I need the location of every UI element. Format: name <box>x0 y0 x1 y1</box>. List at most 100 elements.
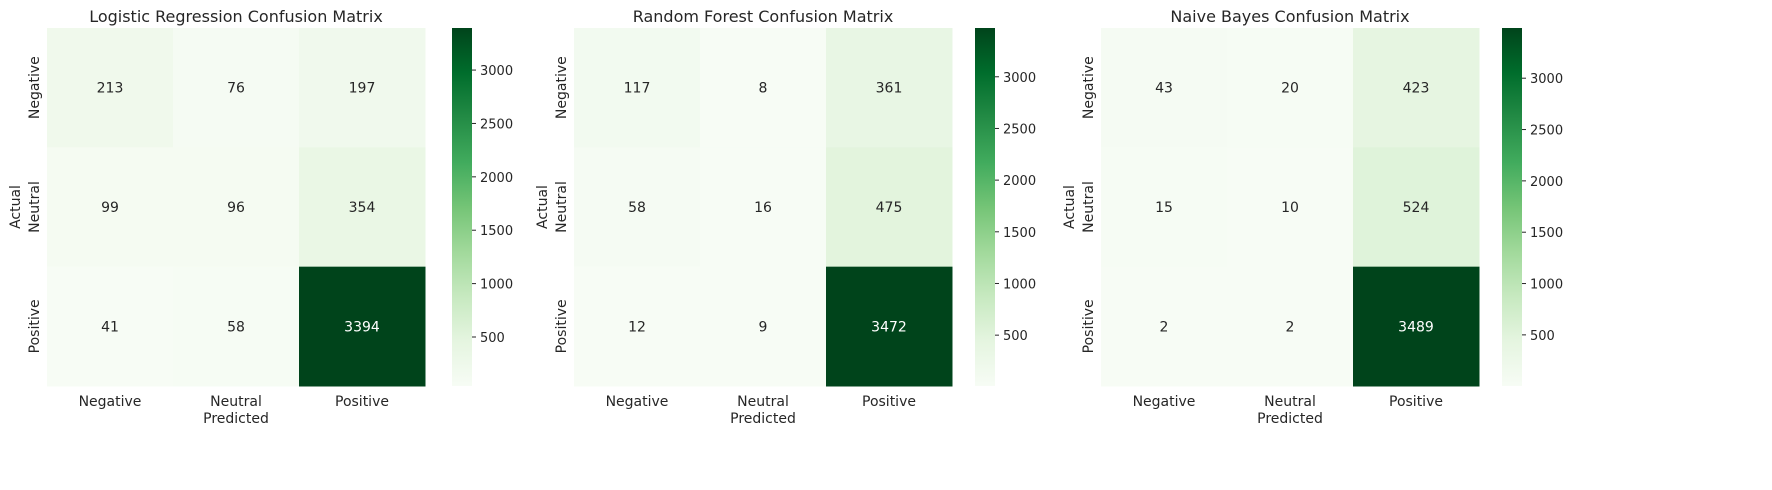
colorbar-tick-label: 3000 <box>1530 72 1563 87</box>
heatmap-cell <box>574 147 701 268</box>
colorbar-tick-label: 500 <box>1003 329 1028 344</box>
cell-value-label: 354 <box>349 200 376 216</box>
x-axis-label: Predicted <box>1257 411 1323 427</box>
colorbar-tick-label: 1000 <box>1003 277 1036 292</box>
cell-value-label: 524 <box>1403 200 1430 216</box>
y-tick-label: Positive <box>554 299 570 353</box>
heatmap-cell <box>826 266 953 387</box>
heatmap-cell <box>47 28 174 148</box>
heatmap-cell <box>1353 28 1480 148</box>
heatmap-cell <box>173 266 300 387</box>
heatmap-cell <box>1101 147 1228 268</box>
cell-value-label: 41 <box>101 319 119 335</box>
cell-value-label: 9 <box>759 319 768 335</box>
chart-title: Random Forest Confusion Matrix <box>633 7 894 26</box>
cell-value-label: 3489 <box>1398 319 1434 335</box>
y-tick-label: Neutral <box>554 181 570 233</box>
colorbar <box>975 28 995 386</box>
cell-value-label: 3472 <box>871 319 907 335</box>
x-tick-label: Neutral <box>737 394 789 410</box>
y-tick-label: Negative <box>554 56 570 119</box>
y-tick-label: Negative <box>1081 56 1097 119</box>
cell-value-label: 58 <box>227 319 245 335</box>
chart-title: Logistic Regression Confusion Matrix <box>89 7 383 26</box>
heatmap-cell <box>826 147 953 268</box>
cell-value-label: 3394 <box>344 319 380 335</box>
x-tick-label: Neutral <box>1264 394 1316 410</box>
cell-value-label: 99 <box>101 200 119 216</box>
chart-title: Naive Bayes Confusion Matrix <box>1170 7 1409 26</box>
cell-value-label: 475 <box>876 200 903 216</box>
heatmap-cell <box>173 28 300 148</box>
colorbar-tick-label: 2000 <box>1530 175 1563 190</box>
y-tick-label: Neutral <box>1081 181 1097 233</box>
cell-value-label: 15 <box>1155 200 1173 216</box>
colorbar-tick-label: 3000 <box>1003 71 1036 86</box>
y-axis-label: Actual <box>1062 185 1078 229</box>
heatmap-cell <box>1353 266 1480 387</box>
x-axis-label: Predicted <box>203 411 269 427</box>
cell-value-label: 10 <box>1281 200 1299 216</box>
x-tick-label: Neutral <box>210 394 262 410</box>
x-tick-label: Positive <box>335 394 389 410</box>
cell-value-label: 117 <box>624 81 651 97</box>
heatmap-panel-3: 43 20 423 15 10 524 2 2 3489 Naive Bayes Confusio… <box>1062 7 1563 427</box>
colorbar <box>1502 28 1522 386</box>
heatmap-panel-2: 117 8 361 58 16 475 12 9 3472 Random Forest Confu… <box>535 7 1036 427</box>
colorbar-tick-label: 1000 <box>1530 278 1563 293</box>
heatmap-cell <box>574 28 701 148</box>
cell-value-label: 58 <box>628 200 646 216</box>
cell-value-label: 43 <box>1155 81 1173 97</box>
heatmap-cell <box>299 266 426 387</box>
cell-value-label: 12 <box>628 319 646 335</box>
cell-value-label: 96 <box>227 200 245 216</box>
heatmap-cell <box>1101 266 1228 387</box>
heatmap-cell <box>173 147 300 268</box>
colorbar-tick-label: 2500 <box>480 117 513 132</box>
heatmap-cell <box>700 28 827 148</box>
colorbar-tick-label: 1500 <box>1530 226 1563 241</box>
x-tick-label: Negative <box>1133 394 1196 410</box>
cell-value-label: 8 <box>759 81 768 97</box>
heatmap-cell <box>826 28 953 148</box>
heatmap-cell <box>47 147 174 268</box>
cell-value-label: 16 <box>754 200 772 216</box>
x-tick-label: Positive <box>1389 394 1443 410</box>
colorbar-tick-label: 2500 <box>1003 122 1036 137</box>
colorbar-tick-label: 1500 <box>480 224 513 239</box>
y-axis-label: Actual <box>535 185 551 229</box>
colorbar-tick-label: 2000 <box>1003 174 1036 189</box>
colorbar-tick-label: 500 <box>1530 329 1555 344</box>
heatmap-cell <box>700 147 827 268</box>
y-axis-label: Actual <box>8 185 24 229</box>
y-tick-label: Negative <box>27 56 43 119</box>
colorbar-tick-label: 1500 <box>1003 226 1036 241</box>
heatmap-cell <box>700 266 827 387</box>
heatmap-cell <box>1101 28 1228 148</box>
heatmap-cell <box>47 266 174 387</box>
cell-value-label: 213 <box>97 81 124 97</box>
colorbar <box>452 28 472 386</box>
heatmap-cell <box>299 147 426 268</box>
colorbar-tick-label: 2500 <box>1530 124 1563 139</box>
heatmap-cell <box>1227 28 1354 148</box>
cell-value-label: 2 <box>1160 319 1169 335</box>
colorbar-tick-label: 500 <box>480 331 505 346</box>
heatmap-cell <box>1227 266 1354 387</box>
heatmap-panel-1: 213 76 197 99 96 354 41 58 3394 Logistic Regressi… <box>8 7 513 427</box>
colorbar-tick-label: 2000 <box>480 171 513 186</box>
heatmap-cell <box>299 28 426 148</box>
y-tick-label: Neutral <box>27 181 43 233</box>
x-axis-label: Predicted <box>730 411 796 427</box>
cell-value-label: 2 <box>1286 319 1295 335</box>
colorbar-tick-label: 1000 <box>480 278 513 293</box>
x-tick-label: Negative <box>79 394 142 410</box>
cell-value-label: 361 <box>876 81 903 97</box>
cell-value-label: 20 <box>1281 81 1299 97</box>
y-tick-label: Positive <box>27 299 43 353</box>
cell-value-label: 423 <box>1403 81 1430 97</box>
heatmap-cell <box>1227 147 1354 268</box>
y-tick-label: Positive <box>1081 299 1097 353</box>
heatmap-cell <box>574 266 701 387</box>
